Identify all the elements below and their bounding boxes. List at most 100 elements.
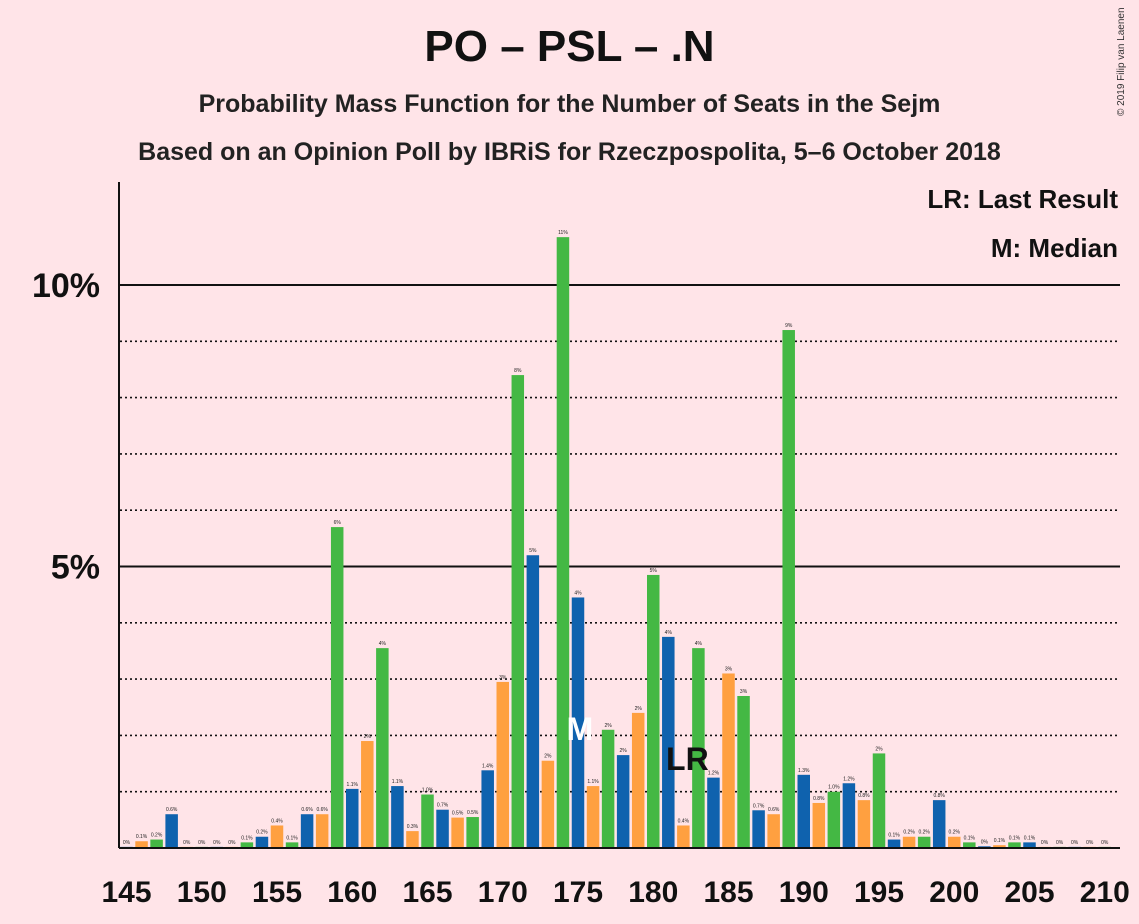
bar-value-label: 2% [604, 723, 612, 729]
bar [631, 712, 645, 848]
bar [692, 648, 705, 848]
bar [466, 817, 479, 848]
bar-value-label: 0.4% [271, 818, 283, 824]
bar [526, 555, 540, 848]
bar-value-label: 3% [499, 675, 507, 681]
bar [421, 794, 434, 848]
bar-value-label: 0% [1086, 840, 1094, 846]
bar [797, 774, 810, 848]
bar [707, 777, 720, 848]
bar [270, 825, 284, 848]
x-tick-label: 185 [703, 876, 753, 909]
bar-value-label: 0.3% [407, 824, 419, 830]
bar-value-label: 4% [695, 641, 703, 647]
bar-value-label: 8% [514, 368, 522, 374]
bar [812, 802, 826, 848]
bar-value-label: 0% [981, 839, 989, 845]
x-tick-label: 210 [1080, 876, 1130, 909]
bar-value-label: 0% [183, 840, 191, 846]
bar-value-label: 0.1% [888, 833, 900, 839]
bar-value-label: 5% [529, 548, 537, 554]
bar [285, 842, 299, 848]
bar-value-label: 0.1% [994, 838, 1006, 844]
bar [722, 673, 735, 848]
bar [887, 839, 901, 848]
bar-value-label: 2% [364, 734, 372, 740]
bar-value-label: 0.6% [301, 807, 313, 813]
median-marker: M [567, 711, 594, 747]
bar-value-label: 9% [785, 323, 793, 329]
bar [963, 842, 976, 848]
x-tick-label: 165 [402, 876, 452, 909]
bar [872, 753, 886, 848]
bar-value-label: 0% [198, 840, 206, 846]
bar [496, 681, 509, 848]
bar-value-label: 1.0% [828, 785, 840, 791]
x-tick-label: 145 [101, 876, 151, 909]
bar-value-label: 2% [875, 746, 883, 752]
bar-value-label: 4% [665, 630, 673, 636]
bar [135, 841, 148, 848]
bar-value-label: 1.1% [392, 779, 404, 785]
bar-value-label: 4% [574, 590, 582, 596]
bar-value-label: 0.4% [678, 818, 690, 824]
bar-value-label: 0.8% [858, 793, 870, 799]
bar-value-label: 0.1% [1024, 835, 1036, 841]
bar [346, 788, 359, 848]
bar-value-label: 0.1% [1009, 835, 1021, 841]
bar-value-label: 6% [334, 520, 342, 526]
bar [737, 695, 750, 848]
x-tick-label: 190 [779, 876, 829, 909]
bar-value-label: 0.7% [753, 803, 765, 809]
bar [481, 770, 494, 848]
bar-value-label: 1.2% [708, 771, 720, 777]
legend-median: M: Median [990, 233, 1118, 263]
bar [857, 800, 871, 848]
bar [1008, 842, 1021, 848]
bar-value-label: 0% [1071, 840, 1079, 846]
x-tick-label: 170 [478, 876, 528, 909]
bar-value-label: 1.1% [347, 782, 359, 788]
x-tick-label: 180 [628, 876, 678, 909]
y-tick-label: 10% [32, 267, 100, 305]
bar-value-label: 0% [1056, 840, 1064, 846]
bar [647, 574, 660, 848]
bar [300, 814, 314, 848]
bar [556, 237, 570, 848]
bar [948, 836, 961, 848]
bar [993, 845, 1006, 848]
bars [120, 237, 1111, 848]
bar [662, 636, 675, 848]
bar [436, 809, 449, 848]
bar [902, 836, 916, 848]
bar-value-label: 0.2% [949, 830, 961, 836]
bar-value-label: 0.6% [316, 807, 328, 813]
bar-value-label: 0.2% [256, 830, 268, 836]
bar-value-label: 3% [740, 689, 748, 695]
x-tick-label: 205 [1004, 876, 1054, 909]
bar-value-label: 0.8% [813, 796, 825, 802]
bar-value-label: 2% [635, 706, 643, 712]
bar-value-label: 0.8% [933, 793, 945, 799]
bar-value-label: 0% [1101, 840, 1109, 846]
x-tick-label: 155 [252, 876, 302, 909]
bar-value-label: 0% [228, 840, 236, 846]
bar-value-label: 0.1% [286, 835, 298, 841]
bar-value-label: 1.1% [587, 779, 599, 785]
bar-value-label: 1.3% [798, 768, 810, 774]
bar-value-label: 0.7% [437, 803, 449, 809]
bar-value-label: 4% [379, 641, 387, 647]
bar [330, 527, 344, 848]
bar-value-label: 2% [544, 754, 552, 760]
bar-value-label: 1.0% [422, 788, 434, 794]
bar [1023, 842, 1036, 848]
bar [571, 597, 585, 848]
bar [255, 836, 269, 848]
bar-value-label: 0.6% [768, 807, 780, 813]
bar-value-label: 1.4% [482, 763, 494, 769]
bar-value-label: 0% [1041, 840, 1049, 846]
bar-value-label: 0.2% [151, 833, 163, 839]
bar-value-label: 0% [123, 840, 131, 846]
axes [118, 182, 1120, 849]
